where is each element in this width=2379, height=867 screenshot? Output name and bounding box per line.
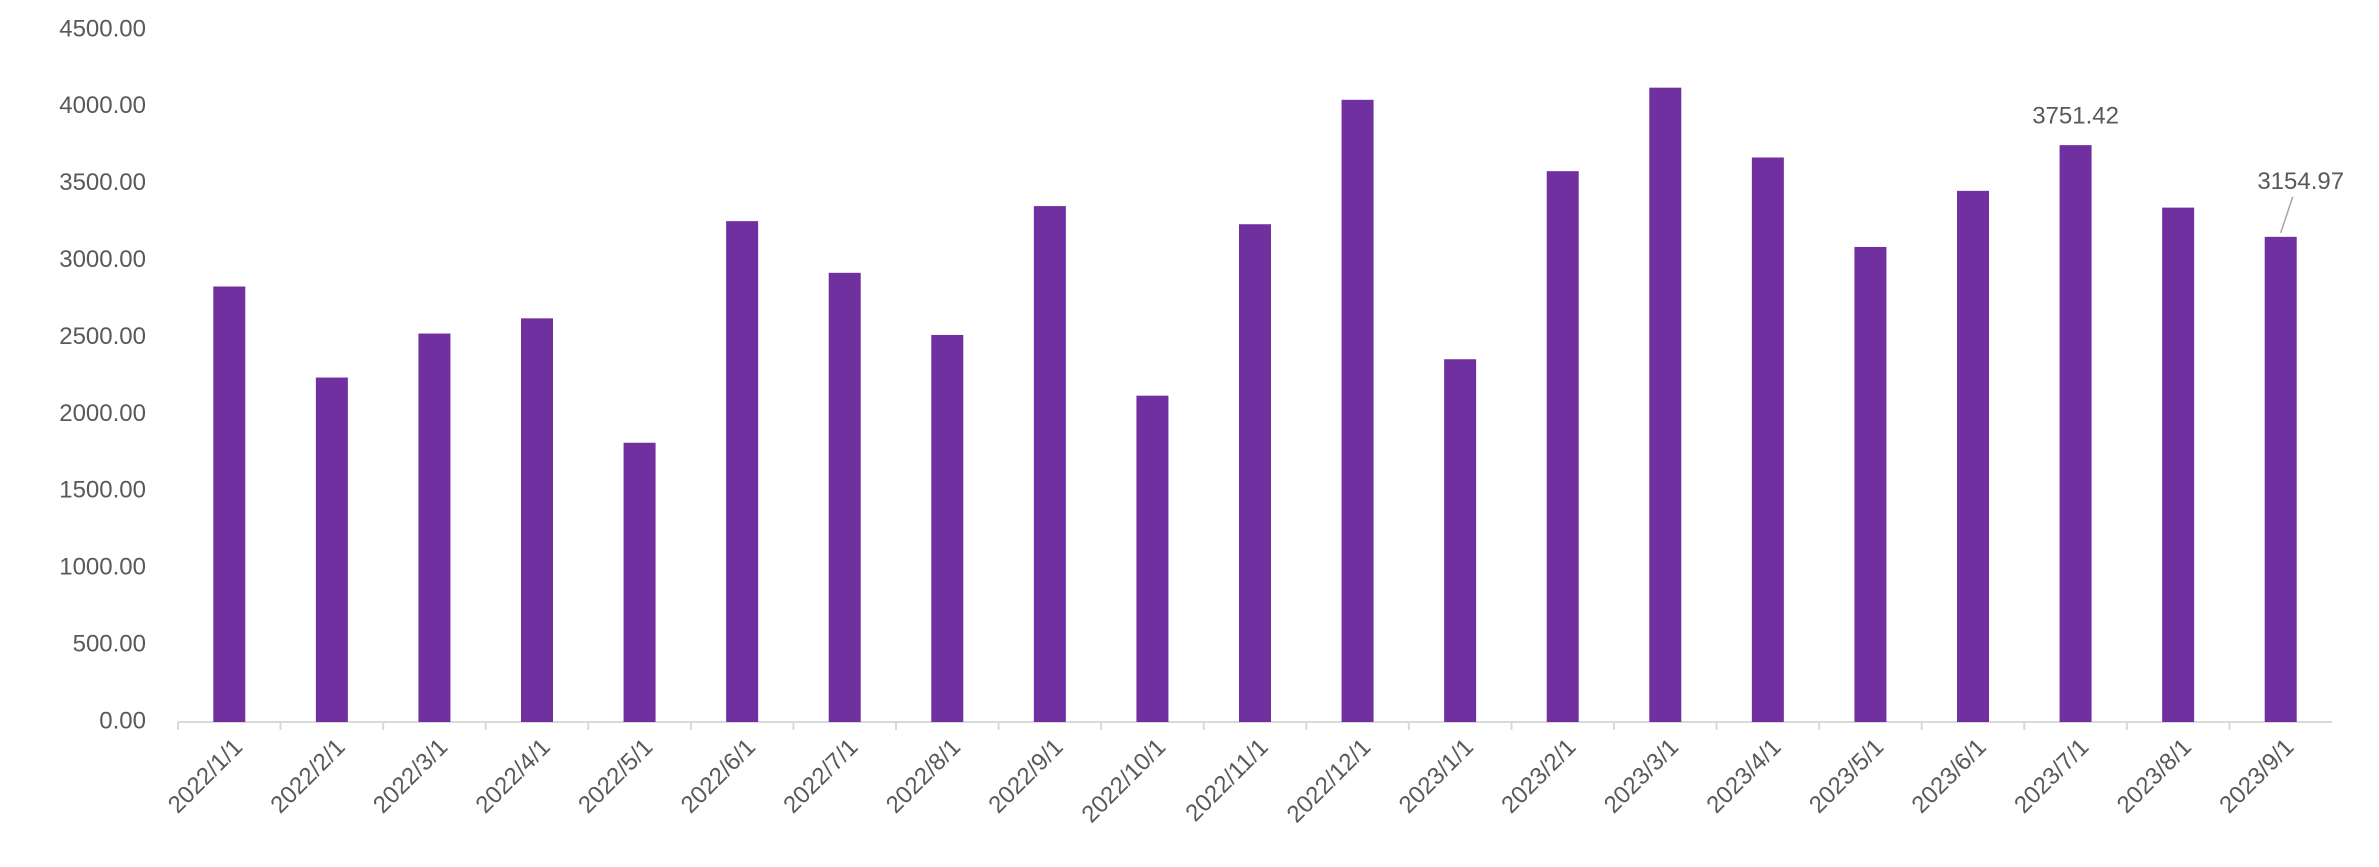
bar xyxy=(1239,224,1271,723)
y-tick-label: 3000.00 xyxy=(59,246,146,273)
bar xyxy=(521,318,553,722)
bar xyxy=(1444,359,1477,722)
bar xyxy=(1136,395,1169,722)
x-tick-label: 2022/11/1 xyxy=(1180,734,1273,827)
bar xyxy=(2264,236,2297,722)
bar xyxy=(213,286,246,722)
bar xyxy=(2162,207,2195,722)
bar xyxy=(315,377,348,722)
bar xyxy=(1957,190,1989,722)
x-tick-label: 2023/4/1 xyxy=(1701,734,1786,819)
x-tick-label: 2022/12/1 xyxy=(1282,734,1377,829)
x-tick-label: 2022/6/1 xyxy=(676,734,761,819)
y-tick-label: 500.00 xyxy=(73,630,146,657)
x-tick-label: 2022/5/1 xyxy=(573,734,658,819)
x-tick-label: 2023/8/1 xyxy=(2112,734,2197,819)
bar xyxy=(1751,157,1784,722)
y-tick-label: 4500.00 xyxy=(59,15,146,42)
x-tick-label: 2023/3/1 xyxy=(1599,734,1684,819)
y-tick-label: 1000.00 xyxy=(59,554,146,581)
x-tick-label: 2023/6/1 xyxy=(1907,734,1992,819)
x-tick-label: 2023/2/1 xyxy=(1496,734,1581,819)
x-tick-label: 2022/1/1 xyxy=(163,734,248,819)
bar xyxy=(2059,145,2092,722)
x-tick-label: 2022/2/1 xyxy=(265,734,350,819)
y-tick-label: 2000.00 xyxy=(59,400,146,427)
x-tick-label: 2023/9/1 xyxy=(2214,734,2299,819)
y-tick-label: 1500.00 xyxy=(59,477,146,504)
bar xyxy=(1854,246,1887,722)
y-tick-label: 4000.00 xyxy=(59,92,146,119)
x-tick-label: 2022/4/1 xyxy=(471,734,556,819)
y-tick-label: 3500.00 xyxy=(59,169,146,196)
data-label: 3751.42 xyxy=(2032,102,2119,129)
bar xyxy=(726,221,759,722)
bar xyxy=(1649,87,1682,722)
bar xyxy=(1033,206,1066,722)
bar xyxy=(828,272,861,722)
data-label: 3154.97 xyxy=(2257,168,2344,195)
y-tick-label: 0.00 xyxy=(99,707,146,734)
x-tick-label: 2022/9/1 xyxy=(983,734,1068,819)
y-tick-label: 2500.00 xyxy=(59,323,146,350)
bar xyxy=(623,442,656,722)
x-tick-label: 2022/7/1 xyxy=(778,734,863,819)
x-tick-label: 2022/3/1 xyxy=(368,734,453,819)
bar xyxy=(1341,99,1374,722)
bar xyxy=(1546,171,1579,723)
x-tick-label: 2023/1/1 xyxy=(1394,734,1479,819)
x-tick-label: 2023/5/1 xyxy=(1804,734,1889,819)
x-tick-label: 2022/10/1 xyxy=(1077,734,1172,829)
x-tick-label: 2022/8/1 xyxy=(881,734,966,819)
bar xyxy=(931,334,964,722)
bar xyxy=(418,333,451,722)
x-tick-label: 2023/7/1 xyxy=(2009,734,2094,819)
label-leader xyxy=(2280,196,2294,234)
